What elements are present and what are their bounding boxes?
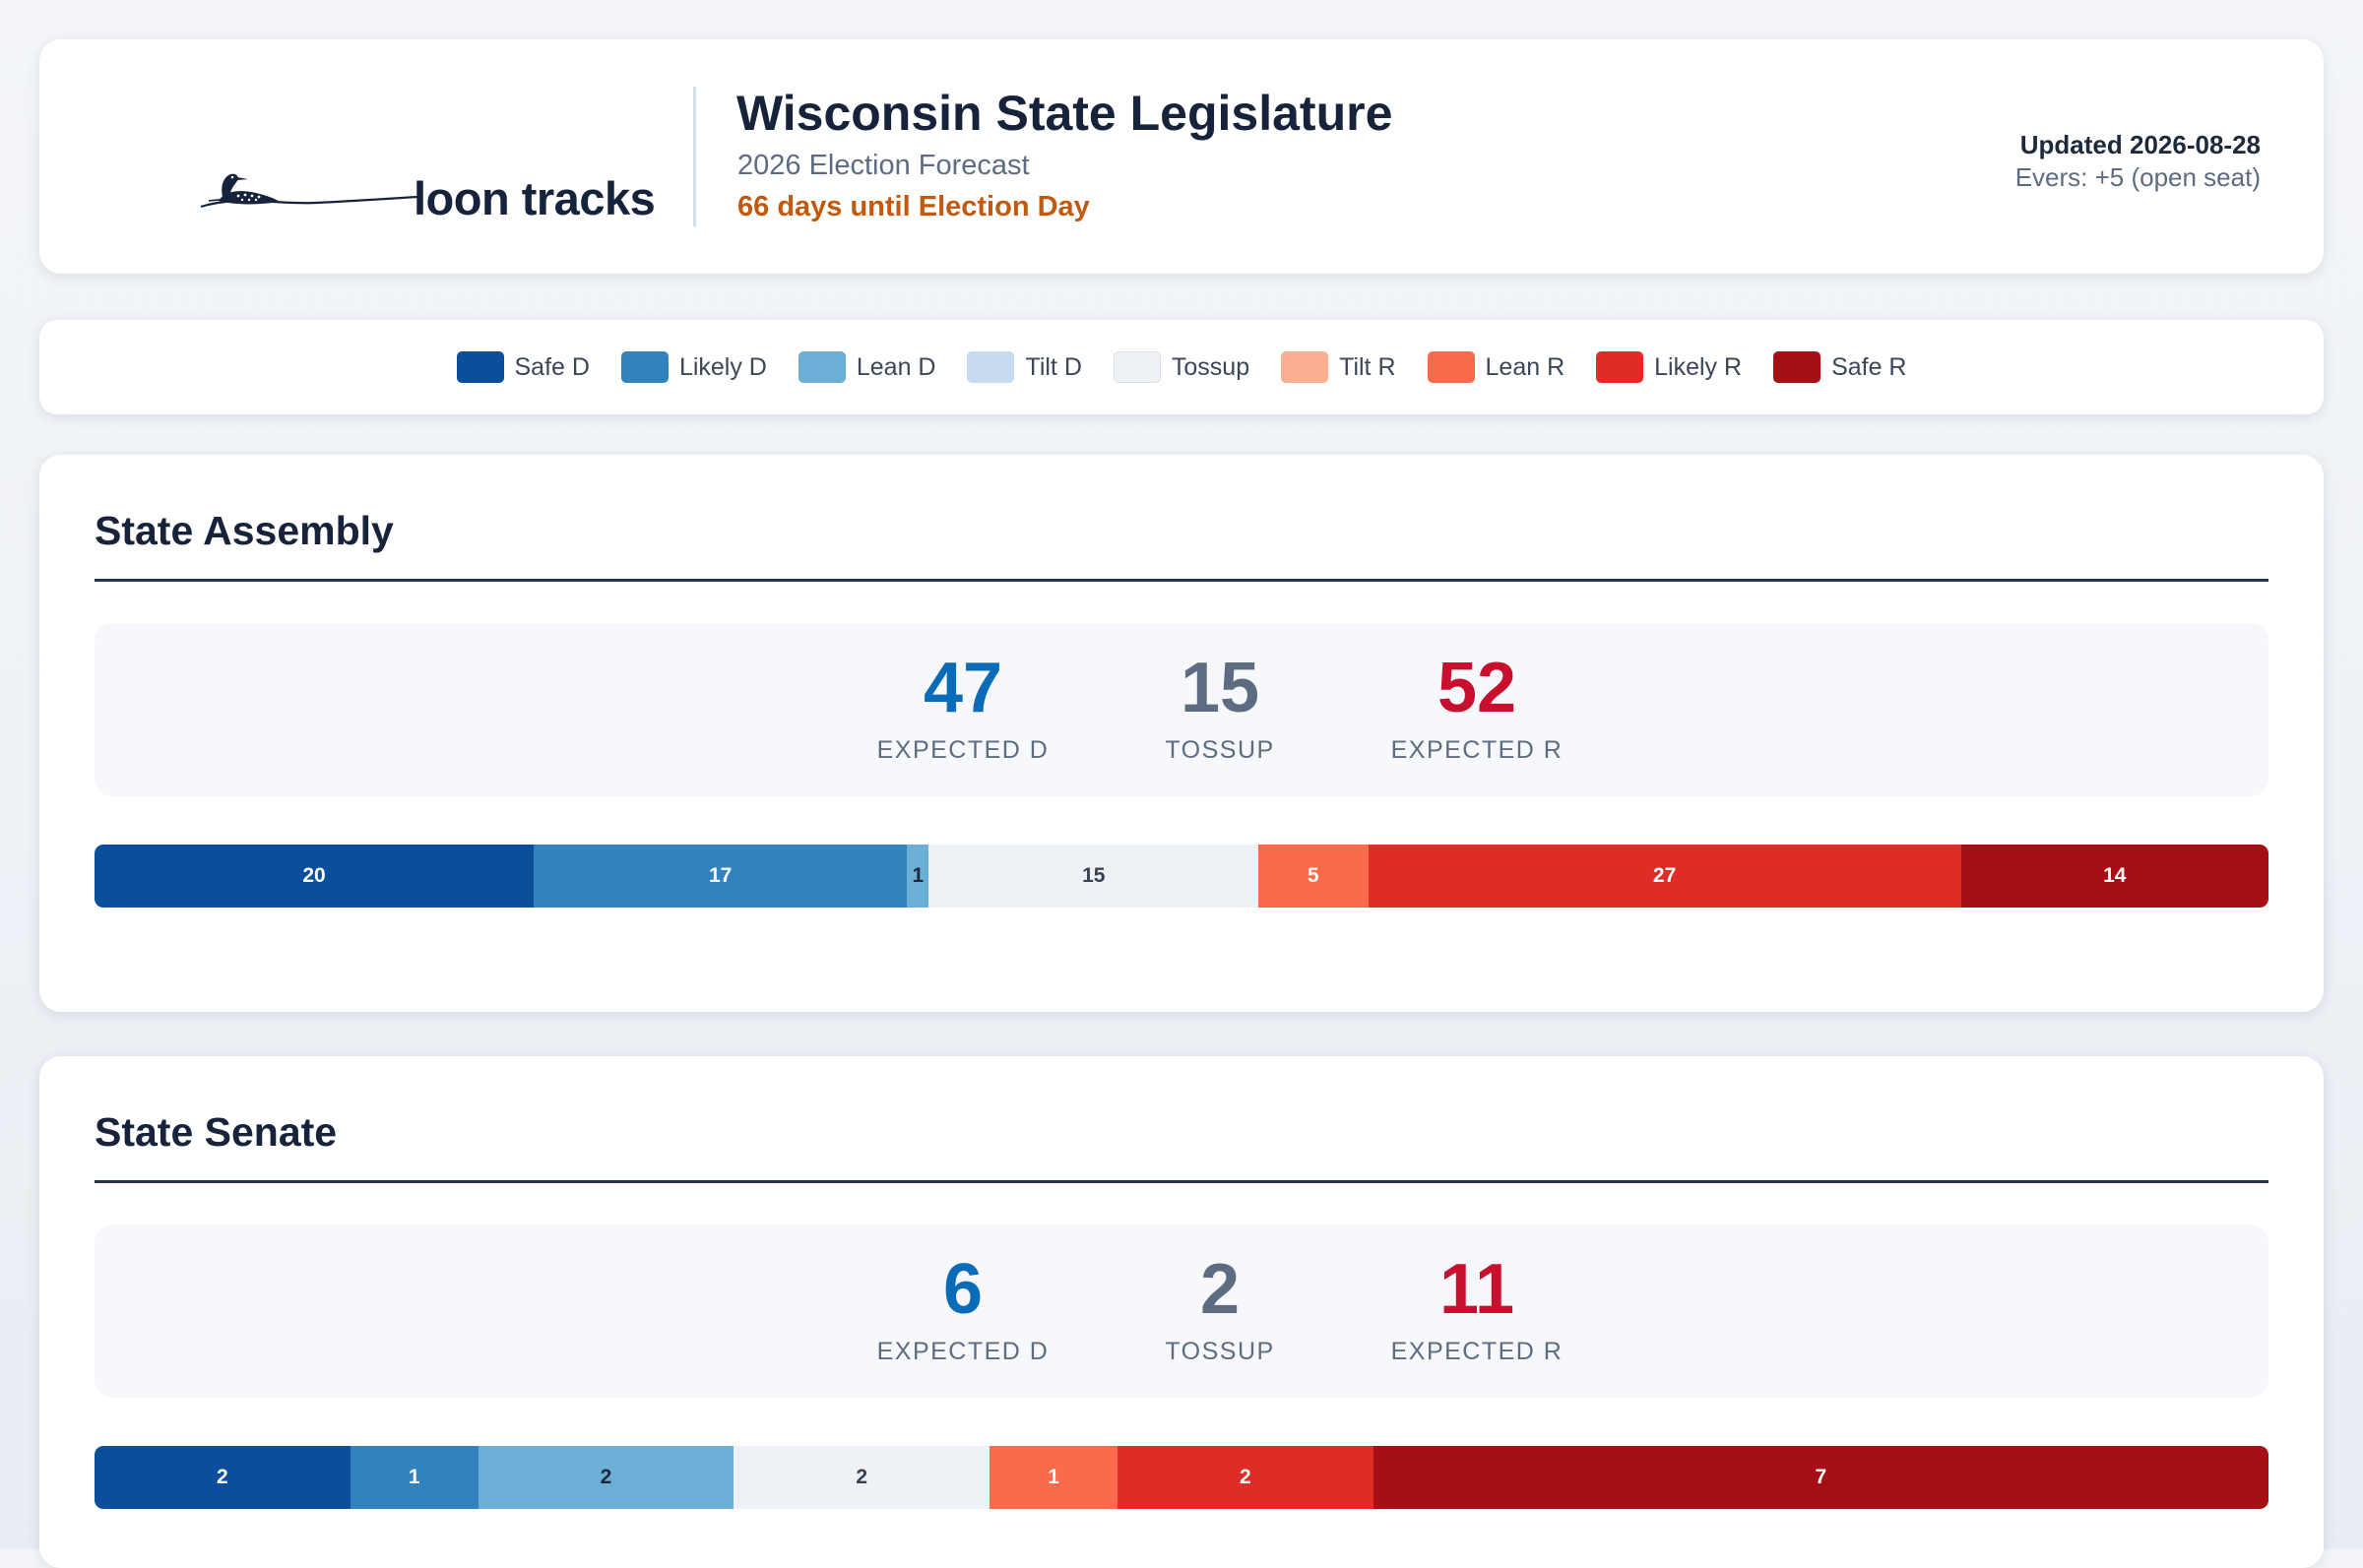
legend-label: Lean D bbox=[856, 352, 936, 381]
legend-label: Safe R bbox=[1831, 352, 1907, 381]
expected-d-label: EXPECTED D bbox=[876, 1338, 1050, 1365]
bar-segment-safe-r[interactable]: 14 bbox=[1960, 845, 2268, 908]
tilt-r-swatch bbox=[1281, 351, 1329, 383]
bar-segment-lean-r[interactable]: 1 bbox=[990, 1446, 1118, 1509]
seat-rating-bar: 20 17 1 15 5 27 14 bbox=[95, 845, 2268, 908]
legend-item: Lean D bbox=[798, 351, 936, 383]
legend-item: Safe R bbox=[1773, 351, 1907, 383]
legend-label: Likely D bbox=[678, 352, 767, 381]
chamber-divider bbox=[95, 579, 2268, 582]
chamber-card-assembly: State Assembly 47 EXPECTED D 15 TOSSUP 5… bbox=[39, 455, 2324, 1012]
seat-summary: 47 EXPECTED D 15 TOSSUP 52 EXPECTED R bbox=[95, 623, 2268, 796]
tossup-stat: 2 TOSSUP bbox=[1102, 1250, 1338, 1368]
expected-r-stat: 52 EXPECTED R bbox=[1359, 649, 1595, 767]
header-divider bbox=[693, 87, 696, 226]
updated-date: Updated 2026-08-28 bbox=[2019, 130, 2261, 159]
expected-r-count: 52 bbox=[1437, 649, 1517, 727]
chamber-card-senate: State Senate 6 EXPECTED D 2 TOSSUP 11 EX… bbox=[39, 1056, 2324, 1568]
lean-d-swatch bbox=[798, 351, 846, 383]
tossup-count: 2 bbox=[1199, 1250, 1241, 1329]
lean-r-swatch bbox=[1427, 351, 1475, 383]
page-title: Wisconsin State Legislature bbox=[736, 86, 1393, 141]
chamber-divider bbox=[95, 1180, 2268, 1183]
expected-r-label: EXPECTED R bbox=[1390, 1338, 1564, 1365]
legend-item: Tilt D bbox=[967, 351, 1082, 383]
safe-r-swatch bbox=[1773, 351, 1821, 383]
expected-d-count: 6 bbox=[942, 1250, 984, 1329]
bar-segment-safe-d[interactable]: 2 bbox=[95, 1446, 351, 1509]
election-countdown: 66 days until Election Day bbox=[737, 191, 1090, 222]
legend-label: Tilt R bbox=[1339, 352, 1396, 381]
bar-segment-likely-r[interactable]: 27 bbox=[1368, 845, 1961, 908]
expected-d-stat: 47 EXPECTED D bbox=[845, 649, 1081, 767]
bar-segment-likely-d[interactable]: 1 bbox=[350, 1446, 479, 1509]
tossup-swatch bbox=[1113, 351, 1161, 383]
legend-label: Safe D bbox=[514, 352, 590, 381]
tilt-d-swatch bbox=[967, 351, 1015, 383]
legend-item: Safe D bbox=[456, 351, 590, 383]
governor-rating-note: Evers: +5 (open seat) bbox=[2014, 162, 2261, 192]
loon-icon bbox=[200, 173, 418, 209]
legend-item: Lean R bbox=[1427, 351, 1565, 383]
tossup-label: TOSSUP bbox=[1165, 736, 1275, 764]
legend-item: Tilt R bbox=[1281, 351, 1396, 383]
bar-segment-lean-d[interactable]: 1 bbox=[907, 845, 929, 908]
rating-legend: Safe D Likely D Lean D Tilt D Tossup Tilt R Le… bbox=[39, 320, 2324, 414]
likely-r-swatch bbox=[1596, 351, 1644, 383]
legend-item: Likely R bbox=[1596, 351, 1742, 383]
tossup-count: 15 bbox=[1180, 649, 1260, 727]
expected-d-stat: 6 EXPECTED D bbox=[845, 1250, 1081, 1368]
expected-r-stat: 11 EXPECTED R bbox=[1359, 1250, 1595, 1368]
expected-r-count: 11 bbox=[1438, 1250, 1515, 1329]
expected-d-label: EXPECTED D bbox=[876, 736, 1050, 764]
page-subtitle: 2026 Election Forecast bbox=[737, 150, 1030, 181]
legend-list: Safe D Likely D Lean D Tilt D Tossup Tilt R Le… bbox=[39, 320, 2324, 414]
legend-label: Tilt D bbox=[1025, 352, 1082, 381]
legend-label: Lean R bbox=[1485, 352, 1565, 381]
seat-summary: 6 EXPECTED D 2 TOSSUP 11 EXPECTED R bbox=[95, 1224, 2268, 1398]
tossup-label: TOSSUP bbox=[1165, 1338, 1275, 1365]
tossup-stat: 15 TOSSUP bbox=[1102, 649, 1338, 767]
logo-text: loon tracks bbox=[414, 172, 656, 224]
bar-segment-lean-d[interactable]: 2 bbox=[478, 1446, 734, 1509]
legend-label: Tossup bbox=[1171, 352, 1250, 381]
bar-segment-likely-d[interactable]: 17 bbox=[534, 845, 908, 908]
bar-segment-tossup[interactable]: 15 bbox=[928, 845, 1259, 908]
legend-label: Likely R bbox=[1654, 352, 1743, 381]
update-info: Updated 2026-08-28 Evers: +5 (open seat) bbox=[2015, 128, 2261, 193]
expected-r-label: EXPECTED R bbox=[1390, 736, 1564, 764]
loon-tracks-logo[interactable]: loon tracks bbox=[199, 161, 656, 230]
legend-item: Likely D bbox=[620, 351, 767, 383]
bar-segment-likely-r[interactable]: 2 bbox=[1118, 1446, 1373, 1509]
legend-item: Tossup bbox=[1113, 351, 1250, 383]
expected-d-count: 47 bbox=[923, 649, 1003, 727]
bar-segment-safe-r[interactable]: 7 bbox=[1373, 1446, 2268, 1509]
header-card: loon tracks Wisconsin State Legislature … bbox=[39, 39, 2324, 274]
likely-d-swatch bbox=[620, 351, 669, 383]
bar-segment-lean-r[interactable]: 5 bbox=[1258, 845, 1369, 908]
chamber-title: State Senate bbox=[95, 1109, 338, 1155]
bar-segment-safe-d[interactable]: 20 bbox=[95, 845, 535, 908]
safe-d-swatch bbox=[456, 351, 504, 383]
bar-segment-tossup[interactable]: 2 bbox=[734, 1446, 990, 1509]
chamber-title: State Assembly bbox=[95, 508, 394, 553]
